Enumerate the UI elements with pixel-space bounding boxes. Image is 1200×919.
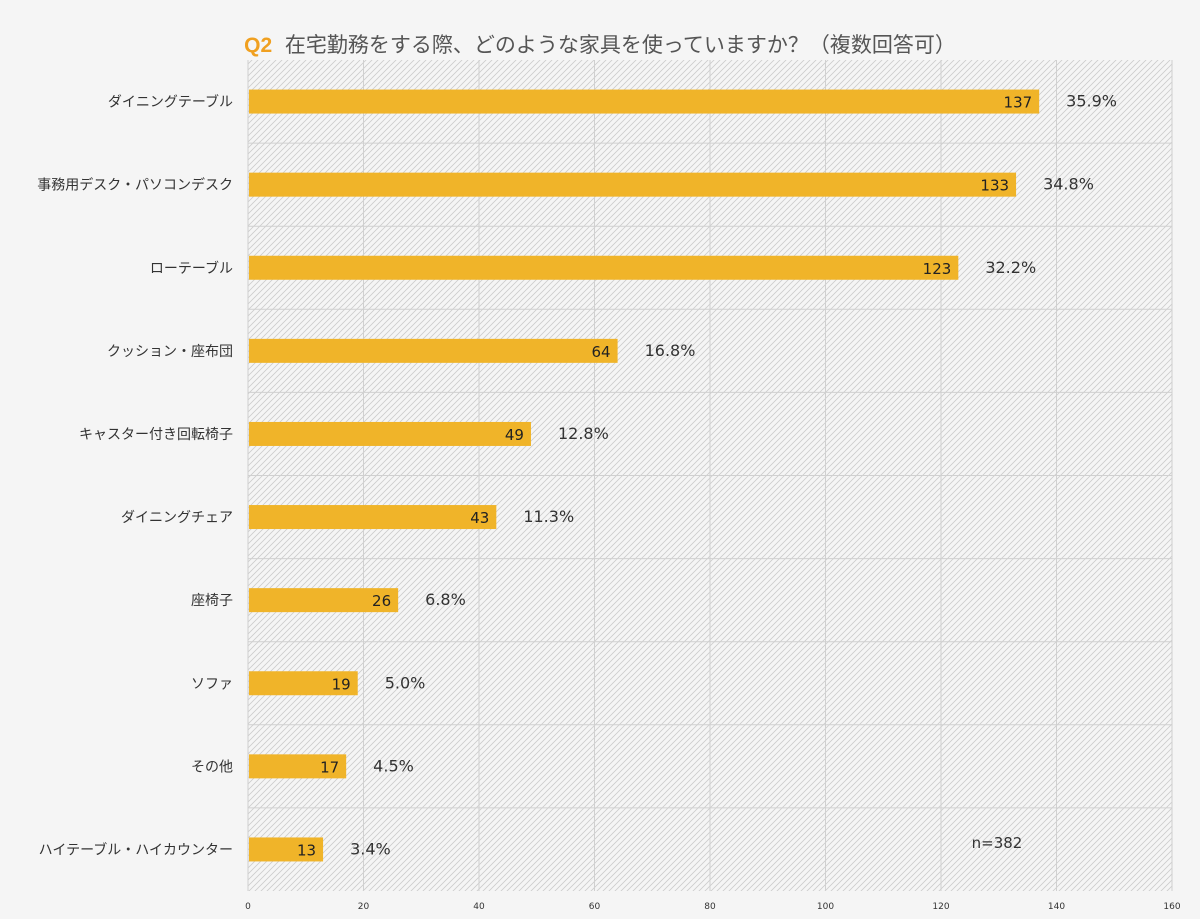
x-tick-label: 60 [589, 902, 601, 912]
value-label: 19 [332, 675, 351, 693]
percent-label: 3.4% [350, 839, 391, 858]
bar [249, 837, 324, 862]
category-labels: ダイニングテーブル事務用デスク・パソコンデスクローテーブルクッション・座布団キャ… [37, 94, 233, 859]
title-text: 在宅勤務をする際、どのような家具を使っていますか？（複数回答可） [285, 33, 956, 57]
gridlines [247, 60, 1173, 891]
bar [249, 421, 531, 446]
x-tick-label: 20 [358, 902, 370, 912]
value-label: 43 [470, 509, 489, 527]
percent-label: 6.8% [425, 590, 466, 609]
value-label: 49 [505, 426, 524, 444]
bar [249, 172, 1017, 197]
bar [249, 338, 618, 363]
bar [249, 255, 959, 280]
category-label: 座椅子 [191, 593, 233, 609]
percent-label: 35.9% [1066, 92, 1117, 111]
category-label: ダイニングチェア [121, 510, 233, 526]
percent-label: 32.2% [985, 258, 1036, 277]
x-tick-label: 40 [473, 902, 485, 912]
percent-labels: 35.9% 34.8% 32.2% 16.8% 12.8% 11.3% 6.8% 5.0% 4.… [350, 92, 1117, 859]
sample-size-annotation: n=382 [972, 834, 1023, 852]
bar [249, 505, 497, 530]
value-label: 137 [1004, 94, 1033, 112]
x-axis-ticks: 0 20 40 60 80 100 120 140 160 [245, 902, 1181, 912]
category-label: ハイテーブル・ハイカウンター [39, 841, 233, 858]
percent-label: 5.0% [385, 673, 426, 692]
value-label: 133 [980, 177, 1009, 195]
value-label: 64 [592, 343, 611, 361]
category-label: その他 [191, 759, 233, 775]
x-tick-label: 140 [1048, 902, 1065, 912]
percent-label: 11.3% [523, 507, 574, 526]
value-label: 13 [297, 841, 316, 859]
bars [249, 89, 1040, 862]
value-label: 17 [320, 758, 339, 776]
category-label: ダイニングテーブル [108, 94, 233, 111]
percent-label: 12.8% [558, 424, 609, 443]
chart-title: Q2 在宅勤務をする際、どのような家具を使っていますか？（複数回答可） [244, 33, 956, 57]
x-tick-label: 100 [817, 902, 834, 912]
category-label: 事務用デスク・パソコンデスク [37, 177, 233, 194]
value-label: 123 [923, 260, 952, 278]
x-tick-label: 0 [245, 902, 251, 912]
value-label: 26 [372, 592, 391, 610]
x-tick-label: 80 [704, 902, 716, 912]
x-tick-label: 160 [1163, 902, 1180, 912]
bar [249, 588, 399, 613]
percent-label: 34.8% [1043, 175, 1094, 194]
bar [249, 754, 347, 779]
percent-label: 4.5% [373, 756, 414, 775]
category-label: ローテーブル [150, 260, 233, 277]
category-label: クッション・座布団 [107, 344, 233, 360]
title-prefix: Q2 [244, 34, 272, 57]
x-tick-label: 120 [932, 902, 949, 912]
bar [249, 89, 1040, 114]
bar [249, 671, 358, 696]
percent-label: 16.8% [645, 341, 696, 360]
value-labels: 137 133 123 64 49 43 26 19 17 13 [297, 94, 1032, 860]
category-label: キャスター付き回転椅子 [79, 427, 233, 443]
category-label: ソファ [191, 676, 233, 692]
